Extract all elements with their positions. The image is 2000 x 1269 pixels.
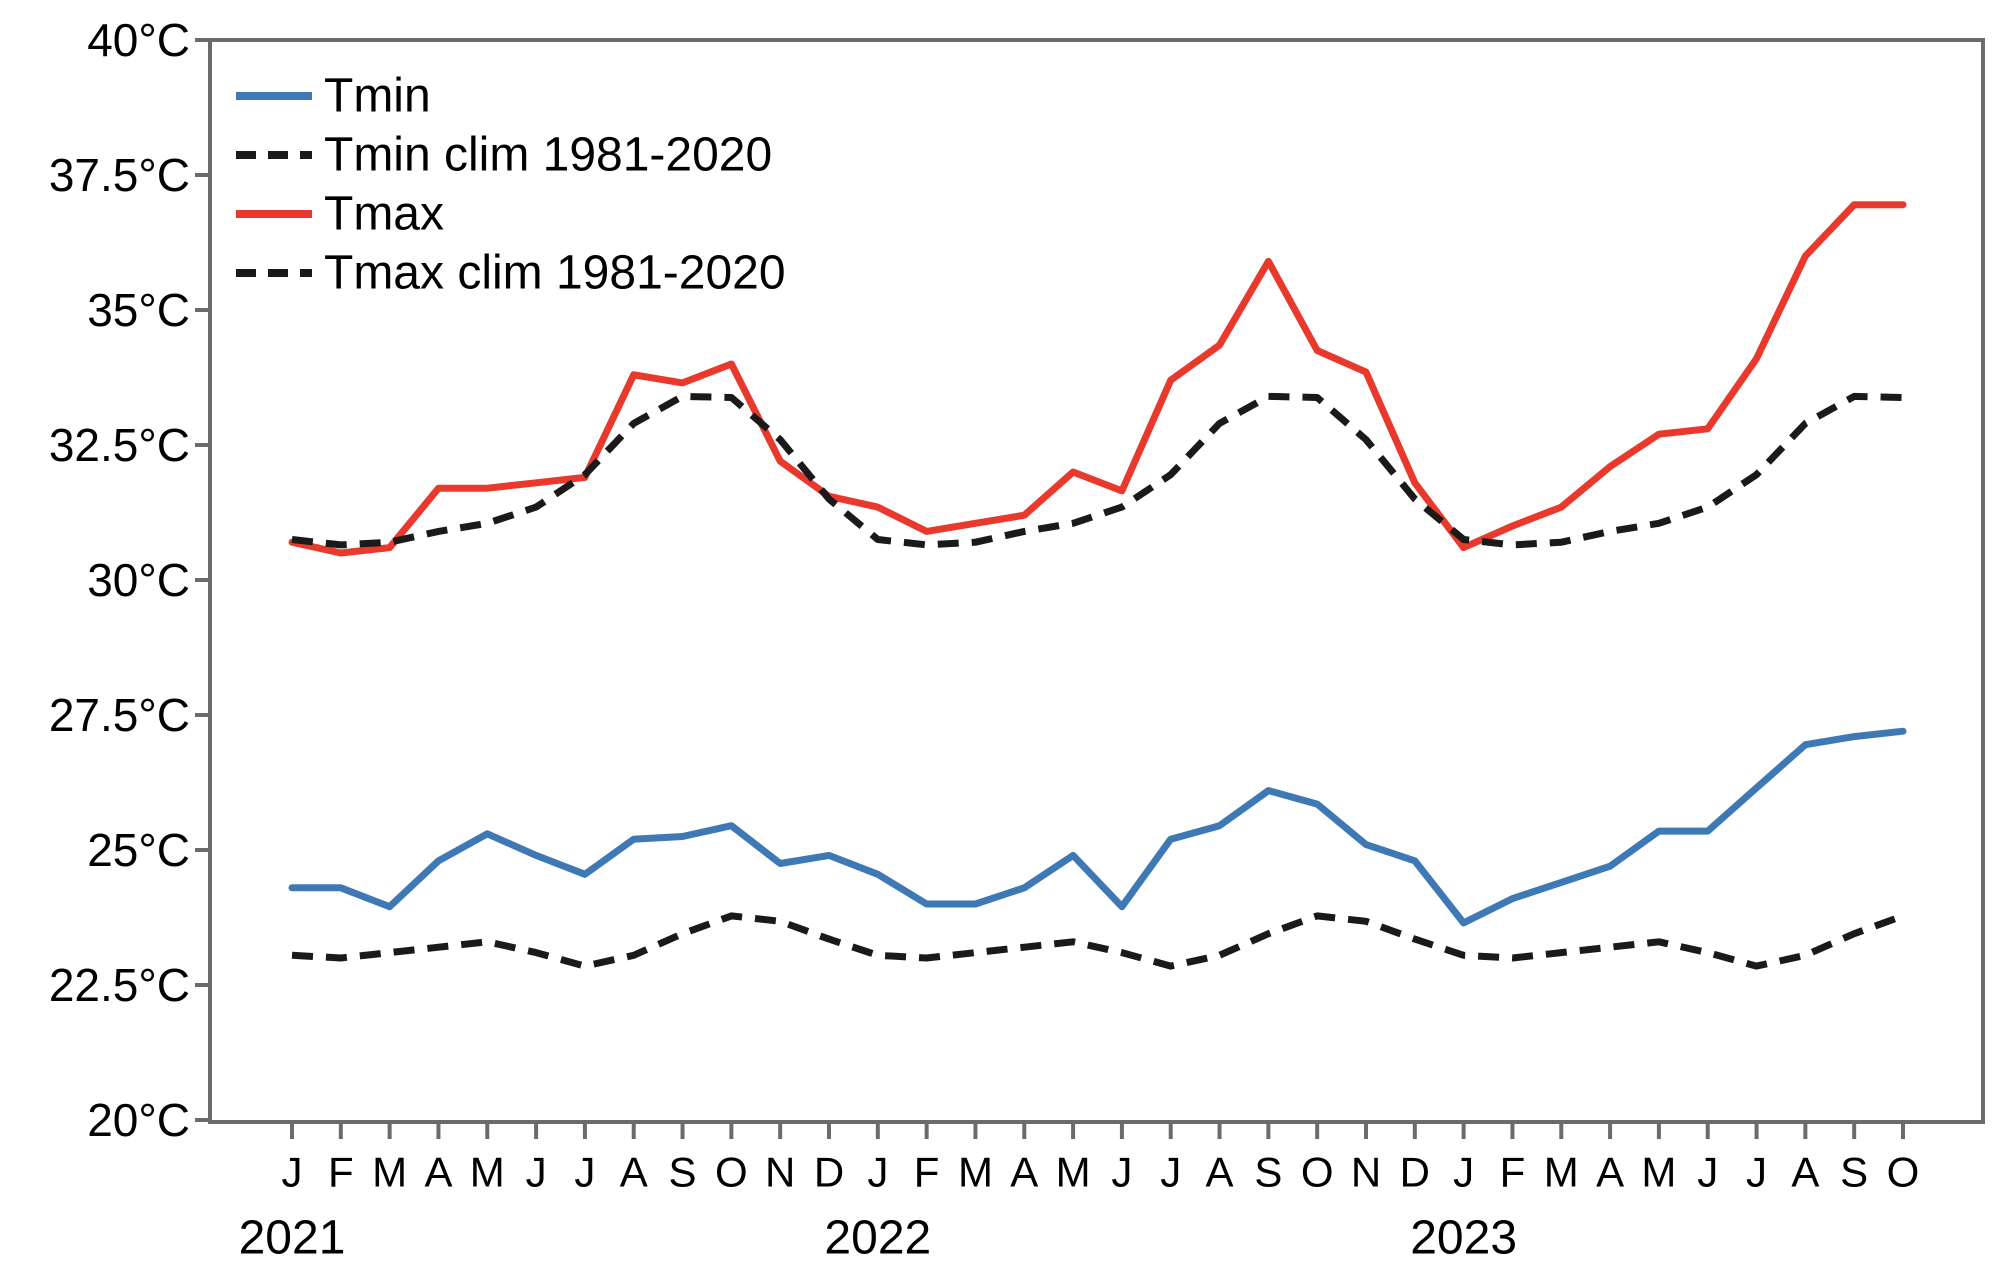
tmin-clim-line — [291, 912, 1905, 970]
legend-label: Tmin — [324, 70, 431, 123]
x-axis-month-label: A — [1596, 1149, 1624, 1196]
x-axis-month-label: J — [1746, 1149, 1767, 1196]
x-axis-month-label: J — [574, 1149, 595, 1196]
x-axis-month-label: M — [372, 1149, 407, 1196]
x-axis-month-label: S — [1840, 1149, 1868, 1196]
y-axis-tick-label: 25°C — [87, 824, 190, 876]
y-axis-tick-label: 35°C — [87, 284, 190, 336]
x-axis-year-label: 2021 — [239, 1212, 346, 1265]
x-axis-year-label: 2023 — [1410, 1212, 1517, 1265]
x-axis-month-label: F — [914, 1149, 940, 1196]
x-axis-month-label: M — [1641, 1149, 1676, 1196]
x-axis-month-label: N — [1351, 1149, 1381, 1196]
y-axis-tick-label: 40°C — [87, 14, 190, 66]
x-axis-month-label: J — [282, 1149, 303, 1196]
x-axis-month-label: S — [669, 1149, 697, 1196]
tmin-line — [288, 727, 1907, 927]
x-axis-month-label: M — [958, 1149, 993, 1196]
x-axis-month-label: A — [620, 1149, 648, 1196]
tmax-clim-line — [291, 392, 1904, 549]
x-axis-month-label: A — [1206, 1149, 1234, 1196]
y-axis-tick-label: 37.5°C — [49, 149, 190, 201]
x-axis-month-label: S — [1254, 1149, 1282, 1196]
x-axis-month-label: J — [1111, 1149, 1132, 1196]
x-axis-month-label: A — [1010, 1149, 1038, 1196]
x-axis-month-label: A — [424, 1149, 452, 1196]
x-axis-month-label: D — [814, 1149, 844, 1196]
legend-label: Tmax — [324, 188, 444, 241]
x-axis-month-label: J — [526, 1149, 547, 1196]
x-axis-month-label: J — [867, 1149, 888, 1196]
y-axis-tick-label: 22.5°C — [49, 959, 190, 1011]
x-axis-month-label: J — [1697, 1149, 1718, 1196]
legend-label: Tmax clim 1981-2020 — [324, 247, 786, 300]
x-axis-month-label: O — [1301, 1149, 1334, 1196]
y-axis-tick-label: 20°C — [87, 1094, 190, 1146]
x-axis-month-label: A — [1791, 1149, 1819, 1196]
x-axis-month-label: M — [470, 1149, 505, 1196]
y-axis-tick-label: 27.5°C — [49, 689, 190, 741]
x-axis-month-label: F — [1500, 1149, 1526, 1196]
x-axis-month-label: F — [328, 1149, 354, 1196]
plot-border — [208, 38, 1985, 1124]
x-axis-month-label: O — [1887, 1149, 1920, 1196]
x-axis-month-label: D — [1400, 1149, 1430, 1196]
x-axis-month-label: O — [715, 1149, 748, 1196]
tmax-line — [288, 201, 1907, 557]
y-axis-tick-label: 30°C — [87, 554, 190, 606]
x-axis-year-label: 2022 — [824, 1212, 931, 1265]
x-axis-month-label: J — [1453, 1149, 1474, 1196]
x-axis-month-label: N — [765, 1149, 795, 1196]
x-axis-month-label: M — [1544, 1149, 1579, 1196]
legend-label: Tmin clim 1981-2020 — [324, 129, 772, 182]
y-axis-tick-label: 32.5°C — [49, 419, 190, 471]
x-axis-month-label: M — [1056, 1149, 1091, 1196]
x-axis-month-label: J — [1160, 1149, 1181, 1196]
